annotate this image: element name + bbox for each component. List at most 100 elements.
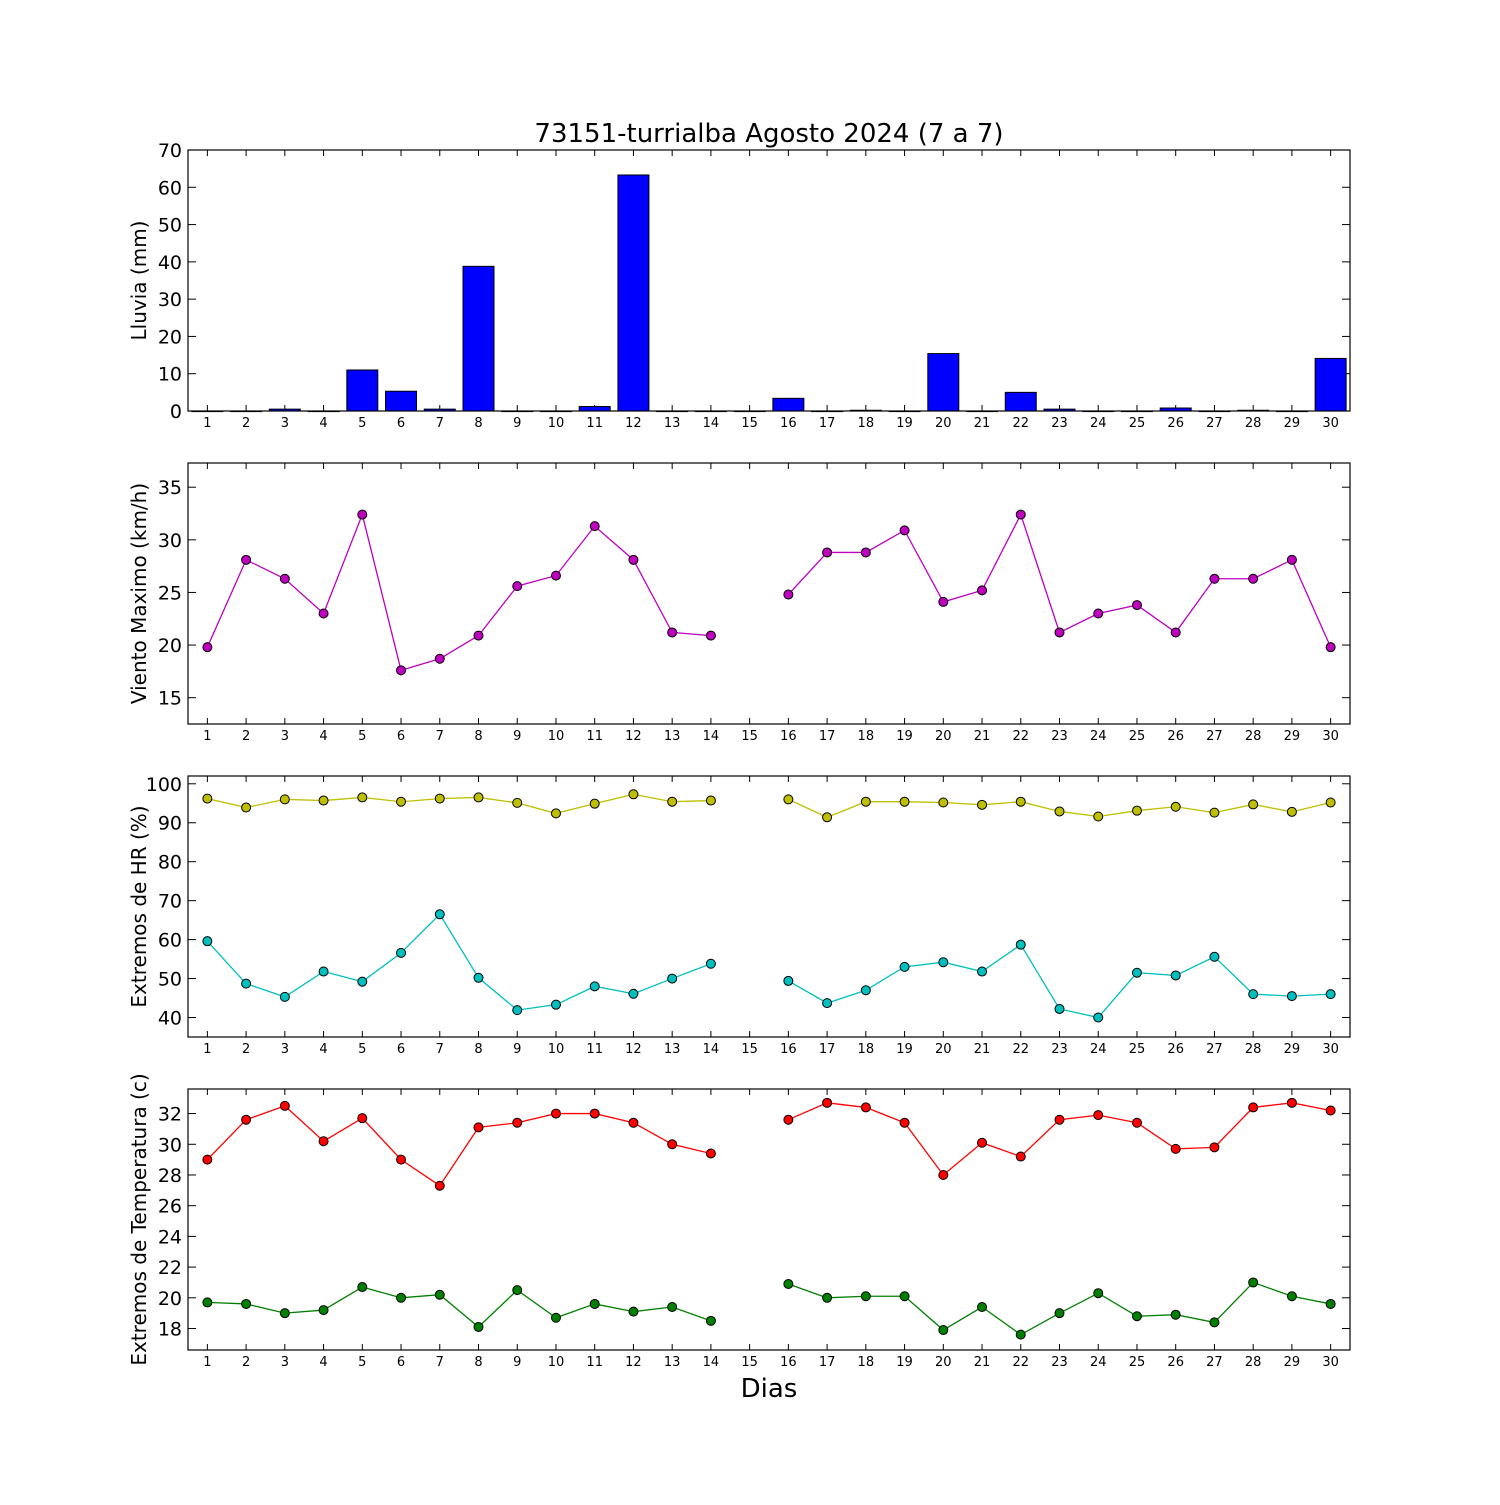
temperature-ytick-label: 20 bbox=[158, 1288, 182, 1310]
temperature-series-2-point bbox=[241, 1298, 252, 1309]
humidity-xtick-label: 22 bbox=[1012, 1042, 1029, 1057]
temperature-series-1-point bbox=[1054, 1114, 1065, 1125]
wind-series-1-point bbox=[860, 547, 871, 558]
humidity-series-1-point bbox=[550, 808, 561, 819]
temperature-series-1-line bbox=[206, 1105, 712, 1187]
rain-bar bbox=[772, 397, 805, 412]
temperature-series-1-point bbox=[1248, 1102, 1259, 1113]
rain-bar bbox=[385, 390, 418, 412]
temperature-series-2-point bbox=[860, 1291, 871, 1302]
temperature-series-2-point bbox=[318, 1305, 329, 1316]
humidity-series-2-point bbox=[1093, 1012, 1104, 1023]
humidity-series-1-point bbox=[1209, 807, 1220, 818]
wind-series-1-point bbox=[1054, 627, 1065, 638]
humidity-plot-frame bbox=[187, 775, 1351, 1038]
rain-ytick-label: 0 bbox=[170, 401, 182, 423]
humidity-xtick-label: 4 bbox=[319, 1042, 327, 1057]
temperature-ytick-label: 30 bbox=[158, 1134, 182, 1156]
humidity-series-1-point bbox=[860, 796, 871, 807]
humidity-series-2-point bbox=[860, 985, 871, 996]
wind-xtick-label: 12 bbox=[625, 729, 642, 744]
wind-ytick-label: 15 bbox=[158, 688, 182, 710]
temperature-ytick-label: 24 bbox=[158, 1226, 182, 1248]
humidity-series-1-point bbox=[512, 797, 523, 808]
humidity-series-2-point bbox=[783, 975, 794, 986]
humidity-ytick-label: 60 bbox=[158, 930, 182, 952]
temperature-xtick-label: 13 bbox=[664, 1355, 681, 1370]
wind-series-1-point bbox=[202, 642, 213, 653]
wind-series-1-point bbox=[1093, 608, 1104, 619]
temperature-series-1-line bbox=[788, 1102, 1331, 1176]
wind-series-1-point bbox=[977, 585, 988, 596]
temperature-xtick-label: 25 bbox=[1129, 1355, 1146, 1370]
temperature-xtick-label: 8 bbox=[474, 1355, 482, 1370]
humidity-xtick-label: 3 bbox=[281, 1042, 289, 1057]
temperature-xtick-label: 16 bbox=[780, 1355, 797, 1370]
rain-ytick-label: 10 bbox=[158, 364, 182, 386]
rain-xtick-label: 25 bbox=[1129, 416, 1146, 431]
temperature-series-1-point bbox=[628, 1117, 639, 1128]
humidity-series-2-point bbox=[822, 998, 833, 1009]
temperature-xtick-label: 10 bbox=[548, 1355, 565, 1370]
humidity-xtick-label: 20 bbox=[935, 1042, 952, 1057]
temperature-y-axis-label: Extremos de Temperatura (c) bbox=[127, 1073, 151, 1365]
humidity-xtick-label: 15 bbox=[741, 1042, 758, 1057]
wind-xtick-label: 14 bbox=[703, 729, 720, 744]
temperature-series-2-point bbox=[628, 1306, 639, 1317]
humidity-series-2-point bbox=[396, 947, 407, 958]
wind-xtick-label: 21 bbox=[974, 729, 991, 744]
wind-xtick-label: 3 bbox=[281, 729, 289, 744]
temperature-series-1-point bbox=[1131, 1117, 1142, 1128]
humidity-series-2-point bbox=[434, 909, 445, 920]
humidity-series-2-point bbox=[1209, 951, 1220, 962]
humidity-series-1-point bbox=[202, 793, 213, 804]
temperature-series-2-point bbox=[1170, 1309, 1181, 1320]
humidity-series-2-point bbox=[1325, 989, 1336, 1000]
temperature-plot-frame bbox=[187, 1088, 1351, 1351]
temperature-series-1-point bbox=[977, 1137, 988, 1148]
humidity-series-2-point bbox=[473, 972, 484, 983]
wind-series-1-line bbox=[206, 512, 711, 672]
temperature-xtick-label: 11 bbox=[586, 1355, 603, 1370]
humidity-series-1-point bbox=[1131, 805, 1142, 816]
rain-xtick-label: 30 bbox=[1322, 416, 1339, 431]
temperature-series-2-point bbox=[822, 1292, 833, 1303]
temperature-series-1-point bbox=[1325, 1105, 1336, 1116]
humidity-series-1-point bbox=[396, 796, 407, 807]
humidity-series-1-point bbox=[705, 795, 716, 806]
humidity-series-1-point bbox=[667, 796, 678, 807]
wind-series-1-point bbox=[783, 589, 794, 600]
temperature-series-2-point bbox=[1325, 1298, 1336, 1309]
wind-xtick-label: 15 bbox=[741, 729, 758, 744]
temperature-series-1-point bbox=[241, 1114, 252, 1125]
humidity-series-2-point bbox=[589, 981, 600, 992]
rain-xtick-label: 18 bbox=[858, 416, 875, 431]
wind-xtick-label: 8 bbox=[474, 729, 482, 744]
wind-series-1-point bbox=[512, 581, 523, 592]
temperature-xtick-label: 9 bbox=[513, 1355, 521, 1370]
temperature-series-2-point bbox=[783, 1278, 794, 1289]
wind-xtick-label: 1 bbox=[203, 729, 211, 744]
wind-xtick-label: 20 bbox=[935, 729, 952, 744]
wind-ytick-label: 20 bbox=[158, 635, 182, 657]
humidity-xtick-label: 16 bbox=[780, 1042, 797, 1057]
temperature-xtick-label: 17 bbox=[819, 1355, 836, 1370]
rain-xtick-label: 20 bbox=[935, 416, 952, 431]
humidity-ytick-label: 80 bbox=[158, 852, 182, 874]
temperature-xtick-label: 23 bbox=[1051, 1355, 1068, 1370]
temperature-series-1-point bbox=[396, 1154, 407, 1165]
temperature-xtick-label: 7 bbox=[436, 1355, 444, 1370]
temperature-series-2-point bbox=[357, 1282, 368, 1293]
rain-bar bbox=[1004, 391, 1037, 412]
wind-plot-frame bbox=[187, 462, 1351, 725]
rain-xtick-label: 24 bbox=[1090, 416, 1107, 431]
humidity-series-1-point bbox=[1015, 796, 1026, 807]
humidity-series-2-point bbox=[1248, 989, 1259, 1000]
temperature-xtick-label: 24 bbox=[1090, 1355, 1107, 1370]
rain-bar bbox=[578, 406, 611, 412]
temperature-xtick-label: 27 bbox=[1206, 1355, 1223, 1370]
humidity-series-1-point bbox=[783, 794, 794, 805]
wind-series-1-point bbox=[357, 509, 368, 520]
